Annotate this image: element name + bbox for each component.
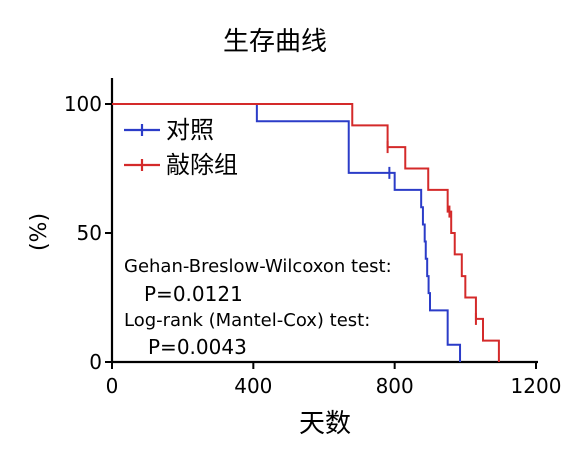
x-tick-label: 400 — [234, 374, 272, 398]
legend-label-knockout: 敲除组 — [166, 151, 238, 179]
x-tick-label: 800 — [376, 374, 414, 398]
x-axis-label: 天数 — [299, 409, 351, 439]
y-axis-label: (%) — [27, 213, 52, 251]
chart-title: 生存曲线 — [223, 27, 327, 57]
gehan-test-label: Gehan-Breslow-Wilcoxon test: — [124, 256, 392, 277]
legend-item-knockout: 敲除组 — [124, 151, 238, 179]
logrank-p-value: P=0.0043 — [148, 335, 247, 359]
gehan-p-value: P=0.0121 — [144, 282, 243, 306]
stat-annotations: Gehan-Breslow-Wilcoxon test: P=0.0121 Lo… — [124, 256, 392, 359]
ticks: 0 400 800 1200 0 50 100 — [64, 92, 562, 398]
y-tick-label: 50 — [77, 221, 102, 245]
logrank-test-label: Log-rank (Mantel-Cox) test: — [124, 310, 370, 331]
legend-item-control: 对照 — [124, 116, 214, 144]
x-tick-label: 0 — [106, 374, 119, 398]
survival-curve-control — [112, 103, 462, 362]
legend-label-control: 对照 — [166, 116, 214, 144]
legend: 对照 敲除组 — [124, 116, 238, 179]
series-group — [112, 103, 500, 362]
y-tick-label: 100 — [64, 92, 102, 116]
x-tick-label: 1200 — [511, 374, 562, 398]
y-tick-label: 0 — [89, 350, 102, 374]
axes — [110, 78, 538, 364]
